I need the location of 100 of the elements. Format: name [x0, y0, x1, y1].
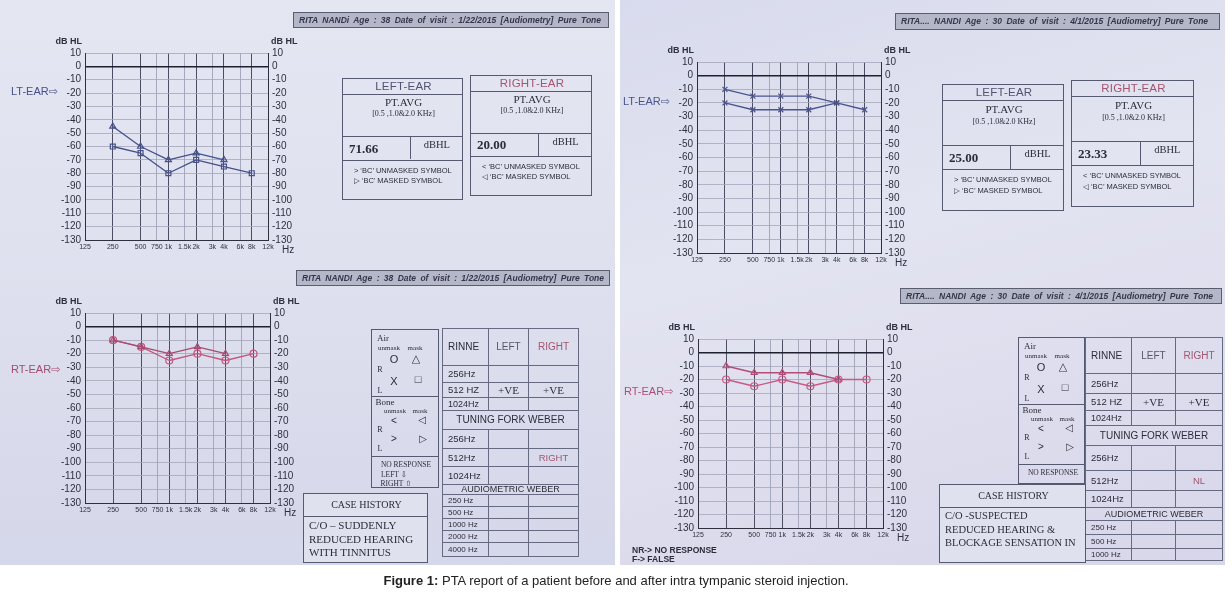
- text: LEFT-EAR: [375, 79, 432, 93]
- y-tick-label: -110: [61, 469, 82, 481]
- y2-tick-label: -100: [272, 193, 293, 205]
- y-tick-label: -40: [678, 123, 694, 135]
- y2-tick-label: -10: [885, 83, 900, 95]
- y2-tick-label: -80: [274, 428, 289, 440]
- y-tick-label: -50: [679, 413, 695, 425]
- y2-tick-label: -90: [885, 192, 900, 204]
- y2-tick-label: -40: [272, 113, 287, 125]
- y2-tick-label: -70: [274, 415, 289, 427]
- text: +VE: [498, 383, 519, 396]
- text: AUDIOMETRIC WEBER: [461, 484, 560, 494]
- text: >: [1038, 441, 1044, 452]
- y-tick-label: -10: [678, 83, 694, 95]
- y2-tick-label: -40: [887, 400, 902, 412]
- text: C/O – SUDDENLY: [309, 518, 397, 531]
- text: CASE HISTORY: [978, 490, 1049, 501]
- y-tick-label: -60: [679, 427, 695, 439]
- text: RITA.... NANDI Age : 30 Date of visit : 4/1/2015 [Audiometry] Pure Tone: [906, 291, 1214, 301]
- y2-tick-label: -120: [274, 483, 295, 495]
- y-tick-label: -110: [673, 219, 694, 231]
- y2-tick-label: -130: [887, 521, 908, 533]
- y-tick-label: -10: [66, 73, 82, 85]
- text: RT-EAR⇨: [624, 384, 674, 397]
- y2-tick-label: 10: [272, 46, 284, 58]
- y-tick-label: 0: [688, 346, 695, 358]
- y2-tick-label: -30: [274, 361, 289, 373]
- text: □: [1061, 380, 1069, 393]
- text: 250 Hz: [448, 495, 474, 505]
- y-axis-title: dB HL: [55, 36, 83, 46]
- text: dBHL: [552, 135, 579, 148]
- y2-tick-label: -120: [885, 233, 906, 245]
- y2-tick-label: -30: [887, 386, 902, 398]
- text: 256Hz: [1091, 377, 1119, 389]
- y-tick-label: -20: [66, 86, 82, 98]
- text: L: [377, 386, 383, 395]
- y2-axis-title: dB HL: [271, 36, 298, 46]
- text: Air: [377, 332, 389, 343]
- y-tick-label: -120: [60, 220, 82, 232]
- text: 1024Hz: [1091, 493, 1124, 505]
- text: R: [377, 365, 383, 374]
- y-tick-label: -120: [673, 508, 695, 520]
- text: NR-> NO RESPONSE: [632, 544, 717, 555]
- y-tick-label: 0: [687, 69, 694, 81]
- y2-tick-label: -80: [885, 178, 900, 190]
- text: >: [391, 433, 397, 444]
- y2-tick-label: -120: [272, 220, 293, 232]
- text: LEFT: [496, 341, 521, 352]
- y2-tick-label: 10: [887, 332, 899, 344]
- text: AUDIOMETRIC WEBER: [1104, 508, 1204, 519]
- y-axis-title: dB HL: [668, 322, 696, 332]
- y2-axis-title: dB HL: [886, 322, 913, 332]
- y2-tick-label: -60: [887, 427, 902, 439]
- text: +VE: [543, 383, 564, 396]
- text: RT-EAR⇨: [11, 363, 61, 376]
- text: 2000 Hz: [448, 531, 478, 541]
- text: F-> FALSE: [632, 553, 675, 564]
- y-tick-label: -40: [66, 374, 82, 386]
- y-tick-label: -100: [673, 481, 695, 493]
- y-tick-label: -20: [678, 96, 694, 108]
- text: RINNE: [448, 341, 480, 352]
- y2-tick-label: -20: [272, 86, 287, 98]
- y-tick-label: -130: [673, 521, 695, 533]
- y-tick-label: -100: [60, 456, 82, 468]
- text: NL: [1192, 474, 1206, 486]
- text: 500 Hz: [1091, 536, 1117, 546]
- text: 71.66: [349, 140, 379, 156]
- y-tick-label: -110: [61, 207, 82, 219]
- text: R: [377, 425, 383, 434]
- text: RITA NANDI Age : 38 Date of visit : 1/22/2015 [Audiometry] Pure Tone: [302, 273, 605, 283]
- y2-tick-label: -80: [272, 166, 287, 178]
- text: RITA.... NANDI Age : 30 Date of visit : 4/1/2015 [Audiometry] Pure Tone: [901, 16, 1209, 26]
- y-axis-title: dB HL: [667, 45, 695, 55]
- text: X: [390, 374, 398, 387]
- text: TUNING FORK WEBER: [456, 414, 565, 425]
- y-tick-label: -110: [674, 494, 695, 506]
- y2-tick-label: -60: [885, 151, 900, 163]
- text: dBHL: [1154, 143, 1181, 156]
- text: RITA NANDi Age : 38 Date of visit : 1/22/2015 [Audiometry] Pure Tone: [299, 15, 602, 25]
- text: RIGHT: [538, 451, 569, 463]
- y-tick-label: 10: [69, 306, 82, 318]
- y-tick-label: -130: [60, 496, 82, 508]
- y2-tick-label: -110: [272, 207, 292, 219]
- y2-tick-label: -90: [887, 467, 902, 479]
- y-tick-label: -130: [672, 246, 694, 258]
- y2-axis-title: dB HL: [884, 45, 911, 55]
- text: dBHL: [1024, 147, 1051, 160]
- y-tick-label: -50: [678, 137, 694, 149]
- y-tick-label: -30: [678, 110, 694, 122]
- y2-tick-label: -120: [887, 508, 908, 520]
- text: 20.00: [477, 136, 507, 152]
- y2-tick-label: 10: [274, 306, 286, 318]
- text: 256Hz: [1091, 452, 1119, 464]
- y2-tick-label: -50: [885, 137, 900, 149]
- text: RINNE: [1091, 349, 1123, 361]
- text: [0.5 ,1.0&2.0 KHz]: [500, 106, 564, 116]
- text: 512Hz: [1091, 474, 1119, 486]
- y2-tick-label: -30: [885, 110, 900, 122]
- text: RIGHT-EAR: [499, 76, 565, 90]
- y-tick-label: -80: [66, 166, 82, 178]
